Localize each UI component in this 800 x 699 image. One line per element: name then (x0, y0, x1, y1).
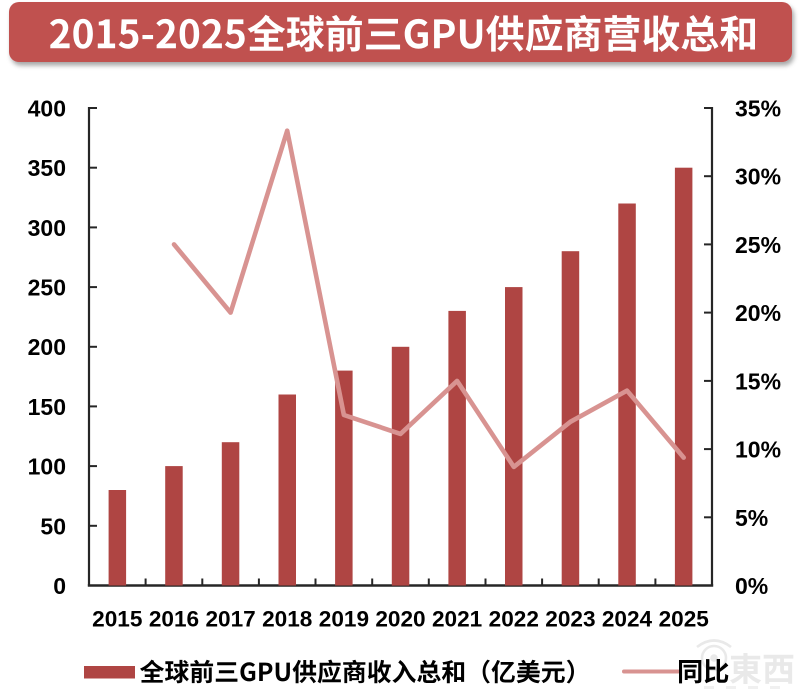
svg-text:2025: 2025 (659, 607, 709, 632)
svg-text:30%: 30% (735, 164, 781, 190)
svg-text:100: 100 (28, 454, 66, 480)
svg-text:0%: 0% (735, 573, 768, 599)
svg-text:35%: 35% (735, 96, 781, 122)
svg-text:350: 350 (28, 155, 66, 181)
svg-text:2024: 2024 (602, 607, 653, 632)
svg-text:2016: 2016 (149, 607, 199, 632)
svg-text:0: 0 (53, 573, 66, 599)
svg-text:15%: 15% (735, 368, 781, 394)
svg-text:300: 300 (28, 215, 66, 241)
svg-text:50: 50 (40, 513, 66, 539)
svg-text:2023: 2023 (545, 607, 595, 632)
svg-text:2018: 2018 (262, 607, 312, 632)
svg-text:400: 400 (28, 96, 66, 122)
svg-text:2021: 2021 (432, 607, 482, 632)
svg-text:150: 150 (28, 394, 66, 420)
svg-text:2019: 2019 (319, 607, 369, 632)
svg-text:10%: 10% (735, 437, 781, 463)
svg-text:2022: 2022 (489, 607, 539, 632)
svg-text:250: 250 (28, 275, 66, 301)
svg-text:25%: 25% (735, 232, 781, 258)
svg-text:2015: 2015 (92, 607, 142, 632)
svg-text:2017: 2017 (205, 607, 255, 632)
svg-text:20%: 20% (735, 300, 781, 326)
svg-text:5%: 5% (735, 505, 768, 531)
svg-text:200: 200 (28, 334, 66, 360)
svg-text:2020: 2020 (375, 607, 425, 632)
